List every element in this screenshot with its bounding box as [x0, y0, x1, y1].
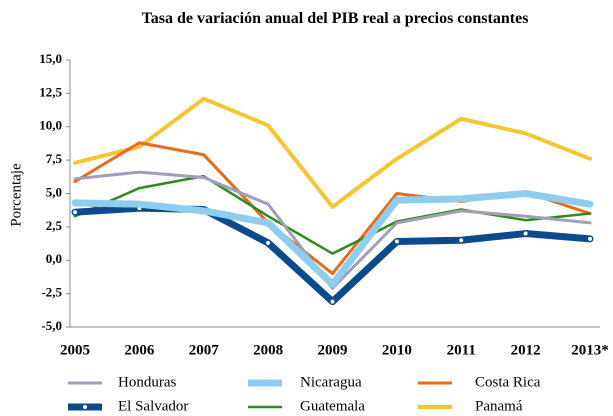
y-tick-label: 0,0 [46, 251, 62, 266]
y-tick-label: 15,0 [39, 51, 62, 66]
marker [266, 240, 271, 245]
y-tick-label: -2,5 [41, 285, 62, 300]
x-tick-label: 2005 [60, 342, 90, 358]
x-tick-label: 2013* [571, 342, 609, 358]
x-tick-label: 2009 [318, 342, 348, 358]
legend-label: Nicaragua [300, 374, 362, 390]
series-line [73, 170, 592, 290]
marker [523, 231, 528, 236]
legend-label: Guatemala [300, 398, 365, 414]
chart-title: Tasa de variación anual del PIB real a p… [141, 10, 529, 27]
y-tick-label: 12,5 [39, 84, 62, 99]
x-tick-label: 2006 [124, 342, 155, 358]
series-line [73, 96, 592, 209]
x-tick-label: 2008 [253, 342, 283, 358]
legend-label: Honduras [118, 374, 176, 390]
legend-marker [83, 405, 87, 409]
marker [394, 239, 399, 244]
x-tick-label: 2012 [511, 342, 541, 358]
legend-label: Panamá [475, 398, 523, 414]
x-tick-label: 2010 [382, 342, 412, 358]
y-tick-label: 2,5 [46, 218, 63, 233]
legend-label: El Salvador [118, 398, 188, 414]
marker [73, 210, 77, 215]
marker [459, 238, 464, 243]
series-line [73, 174, 592, 255]
marker [330, 299, 335, 304]
x-tick-label: 2007 [189, 342, 220, 358]
y-tick-label: -5,0 [41, 318, 62, 333]
y-tick-label: 5,0 [46, 184, 62, 199]
legend-label: Costa Rica [475, 374, 541, 390]
series-line [71, 190, 594, 288]
marker [588, 236, 592, 241]
y-tick-label: 10,0 [39, 118, 62, 133]
y-axis-label: Porcentaje [8, 163, 24, 227]
y-tick-label: 7,5 [46, 151, 63, 166]
x-tick-label: 2011 [447, 342, 476, 358]
